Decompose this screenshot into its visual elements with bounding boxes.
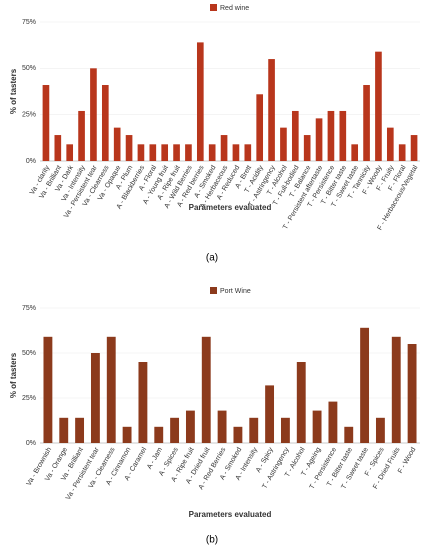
bar <box>407 344 417 443</box>
bar <box>375 417 385 443</box>
bar <box>328 401 338 443</box>
bar <box>149 144 157 161</box>
bar <box>327 110 335 161</box>
bar <box>291 110 299 161</box>
bar <box>42 85 50 161</box>
bar <box>217 410 227 443</box>
legend-label: Red wine <box>220 5 249 12</box>
bar <box>78 110 85 161</box>
bar <box>137 144 145 161</box>
bar <box>106 336 116 443</box>
bar <box>256 94 264 161</box>
bar <box>360 327 370 443</box>
bar <box>303 135 311 161</box>
bar <box>113 127 121 161</box>
bar <box>59 417 69 443</box>
bar <box>43 336 53 443</box>
y-axis-title: % of tasters <box>9 352 18 398</box>
bar <box>90 68 97 161</box>
bar <box>296 362 306 443</box>
bar <box>315 118 323 161</box>
bar <box>339 110 347 161</box>
bar <box>351 144 359 161</box>
bar <box>66 144 74 161</box>
legend-label: Port Wine <box>220 288 251 295</box>
x-axis-title: Parameters evaluated <box>189 510 272 519</box>
y-tick-label: 50% <box>22 65 36 72</box>
y-tick-label: 75% <box>22 19 36 26</box>
legend-swatch <box>210 4 217 11</box>
bar <box>386 127 394 161</box>
y-axis-title: % of tasters <box>9 68 18 114</box>
caption: (a) <box>206 253 218 264</box>
bar <box>312 410 322 443</box>
bar <box>201 336 211 443</box>
bar <box>391 336 401 443</box>
bar <box>344 426 354 443</box>
bar <box>280 417 290 443</box>
y-tick-label: 50% <box>22 350 36 357</box>
bar <box>220 135 228 161</box>
bar <box>265 385 275 443</box>
bar <box>232 144 240 161</box>
bar <box>101 85 109 161</box>
bar <box>249 417 259 443</box>
bar <box>154 426 164 443</box>
bar <box>363 85 370 161</box>
y-tick-label: 0% <box>26 158 36 165</box>
y-tick-label: 75% <box>22 305 36 312</box>
bar <box>170 417 180 443</box>
bar <box>280 127 287 161</box>
bar <box>75 417 85 443</box>
bar <box>185 144 192 161</box>
y-tick-label: 0% <box>26 440 36 447</box>
bar <box>173 144 180 161</box>
bar <box>410 135 418 161</box>
bar <box>375 51 382 161</box>
bar <box>208 144 216 161</box>
bar <box>161 144 169 161</box>
bar <box>125 135 133 161</box>
y-tick-label: 25% <box>22 112 36 119</box>
bar <box>54 135 62 161</box>
bar <box>138 362 148 443</box>
legend-swatch <box>210 287 217 294</box>
y-tick-label: 25% <box>22 395 36 402</box>
bar <box>268 59 275 161</box>
bar <box>196 42 204 161</box>
bar <box>122 426 132 443</box>
caption: (b) <box>206 535 218 546</box>
bar <box>398 144 406 161</box>
bar <box>244 144 252 161</box>
bar <box>185 410 195 443</box>
x-axis-title: Parameters evaluated <box>189 203 272 212</box>
bar <box>90 353 100 443</box>
bar <box>233 426 243 443</box>
